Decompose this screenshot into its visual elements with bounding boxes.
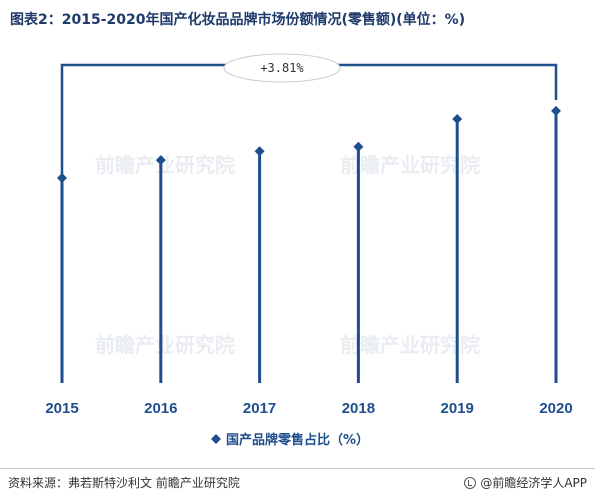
source-text: 资料来源：弗若斯特沙利文 前瞻产业研究院	[8, 476, 240, 490]
x-tick-label-2015: 2015	[45, 400, 78, 417]
x-tick-label-2016: 2016	[144, 400, 177, 417]
series-marks	[57, 105, 561, 383]
data-point-2015	[57, 173, 67, 184]
brand-name: @前瞻经济学人APP	[480, 476, 587, 490]
footer-divider	[0, 468, 595, 469]
data-point-2017	[254, 146, 265, 157]
growth-annotation: +3.81%	[223, 53, 341, 83]
data-point-2016	[155, 155, 166, 166]
data-point-2018	[353, 141, 364, 152]
legend: 国产品牌零售占比（%）	[211, 432, 369, 448]
data-point-2020	[551, 105, 561, 116]
growth-bracket-line	[60, 63, 558, 187]
x-tick-label-2019: 2019	[441, 400, 474, 417]
x-axis-tick-labels: 2015 2016 2017 2018 2019 2020	[45, 400, 572, 417]
footer-brand: @前瞻经济学人APP	[464, 474, 587, 491]
x-tick-label-2017: 2017	[243, 400, 276, 417]
x-tick-label-2020: 2020	[539, 400, 572, 417]
legend-label: 国产品牌零售占比（%）	[226, 432, 369, 448]
page-title: 图表2：2015-2020年国产化妆品品牌市场份额情况(零售额)(单位：%)	[10, 12, 466, 28]
growth-bracket	[60, 63, 558, 187]
growth-annotation-text: +3.81%	[260, 61, 304, 75]
data-point-2019	[452, 113, 463, 124]
legend-marker	[211, 434, 221, 444]
brand-logo-icon	[464, 476, 477, 489]
x-tick-label-2018: 2018	[342, 400, 375, 417]
